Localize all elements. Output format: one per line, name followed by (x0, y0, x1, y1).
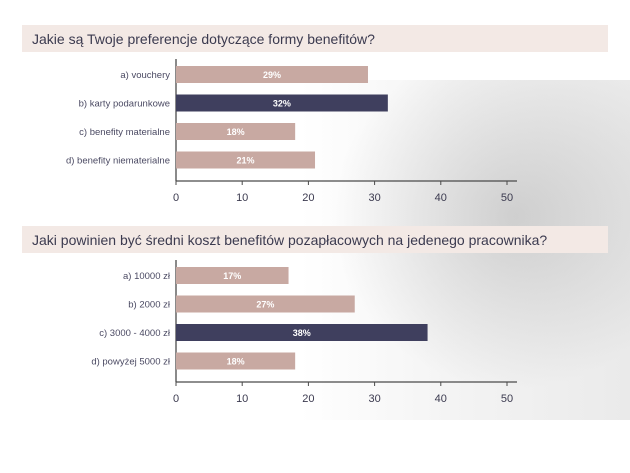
bar-value-label: 27% (256, 300, 274, 310)
category-label: a) 10000 zł (123, 271, 171, 282)
chart-title: Jaki powinien być średni koszt benefitów… (32, 231, 548, 248)
x-tick-label: 30 (368, 192, 380, 204)
bar-value-label: 32% (273, 99, 291, 109)
bar (176, 66, 368, 83)
bar (176, 123, 296, 140)
category-label: c) benefity materialne (79, 127, 170, 138)
bar-value-label: 38% (293, 328, 311, 338)
x-tick-label: 0 (173, 393, 179, 405)
x-tick-label: 20 (302, 393, 314, 405)
bar-value-label: 18% (227, 127, 245, 137)
x-tick-label: 40 (435, 192, 447, 204)
category-label: d) powyżej 5000 zł (91, 357, 171, 368)
category-label: b) karty podarunkowe (79, 99, 170, 110)
category-label: d) benefity niematerialne (66, 156, 170, 167)
bar (176, 267, 289, 284)
x-tick-label: 0 (173, 192, 179, 204)
bar-value-label: 18% (227, 357, 245, 367)
category-label: a) vouchery (120, 70, 170, 81)
category-label: b) 2000 zł (128, 300, 171, 311)
x-tick-label: 50 (501, 393, 513, 405)
x-tick-label: 10 (236, 192, 248, 204)
x-tick-label: 40 (435, 393, 447, 405)
benefit-form-chart: a) vouchery 29% b) karty podarunkowe 32% c) … (66, 59, 517, 204)
chart-title-band: Jaki powinien być średni koszt benefitów… (22, 226, 608, 253)
category-label: c) 3000 - 4000 zł (99, 328, 171, 339)
bar (176, 151, 316, 169)
bar-value-label: 21% (237, 156, 255, 166)
bar (176, 94, 388, 112)
bar-value-label: 17% (223, 271, 241, 281)
x-tick-label: 20 (302, 192, 314, 204)
bar-value-label: 29% (263, 70, 281, 80)
x-tick-label: 10 (236, 393, 248, 405)
chart-title: Jakie są Twoje preferencje dotyczące for… (32, 30, 375, 47)
x-tick-label: 30 (368, 393, 380, 405)
x-tick-label: 50 (501, 192, 513, 204)
bar (176, 295, 355, 313)
bar (176, 352, 296, 370)
benefit-cost-chart: a) 10000 zł 17% b) 2000 zł 27% c) 3000 - 400… (91, 260, 517, 405)
bar (176, 324, 428, 341)
chart-title-band: Jakie są Twoje preferencje dotyczące for… (22, 25, 608, 52)
